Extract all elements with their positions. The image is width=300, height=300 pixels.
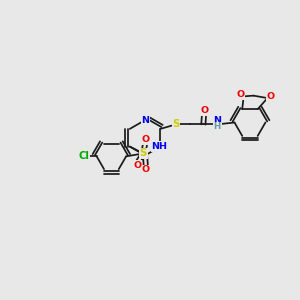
Text: S: S [172,119,180,130]
Text: Cl: Cl [78,152,89,161]
Text: N: N [213,116,221,125]
Text: S: S [140,148,147,158]
Text: N: N [141,116,149,124]
Text: NH: NH [151,142,167,151]
Text: O: O [200,106,208,115]
Text: O: O [237,90,245,99]
Text: O: O [141,135,150,144]
Text: O: O [266,92,274,101]
Text: O: O [142,165,150,174]
Text: H: H [213,122,221,131]
Text: O: O [133,161,141,170]
